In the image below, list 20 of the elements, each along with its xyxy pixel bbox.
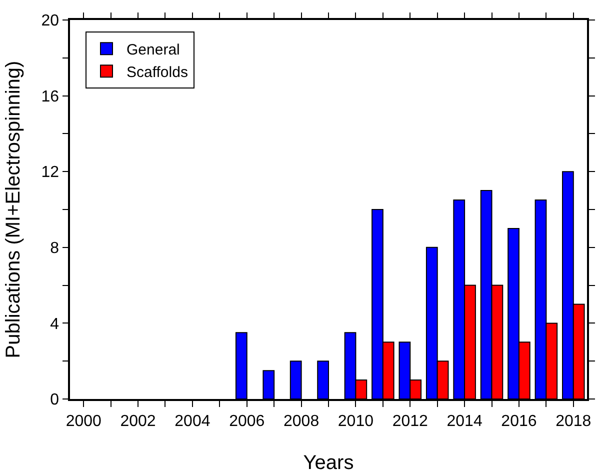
legend-label: General xyxy=(126,41,180,58)
x-tick-label: 2016 xyxy=(501,412,537,430)
x-tick-label: 2004 xyxy=(174,412,210,430)
x-tick-label: 2006 xyxy=(229,412,265,430)
y-tick-label: 16 xyxy=(41,88,60,106)
x-tick-label: 2018 xyxy=(556,412,592,430)
x-tick-label: 2000 xyxy=(66,412,102,430)
x-tick-label: 2002 xyxy=(120,412,156,430)
legend-label: Scaffolds xyxy=(126,64,188,81)
x-tick-label: 2008 xyxy=(283,412,320,430)
x-axis-title: Years xyxy=(303,452,354,474)
x-tick-label: 2012 xyxy=(392,412,428,430)
x-tick-label: 2014 xyxy=(446,412,482,430)
y-tick-label: 12 xyxy=(41,164,60,182)
x-tick-label: 2010 xyxy=(338,412,374,430)
y-axis-title: Publications (MI+Electrospinning) xyxy=(2,60,24,358)
y-tick-label: 4 xyxy=(50,316,60,333)
y-tick-label: 0 xyxy=(50,392,60,409)
y-tick-label: 8 xyxy=(50,240,60,257)
y-tick-label: 20 xyxy=(41,12,60,30)
